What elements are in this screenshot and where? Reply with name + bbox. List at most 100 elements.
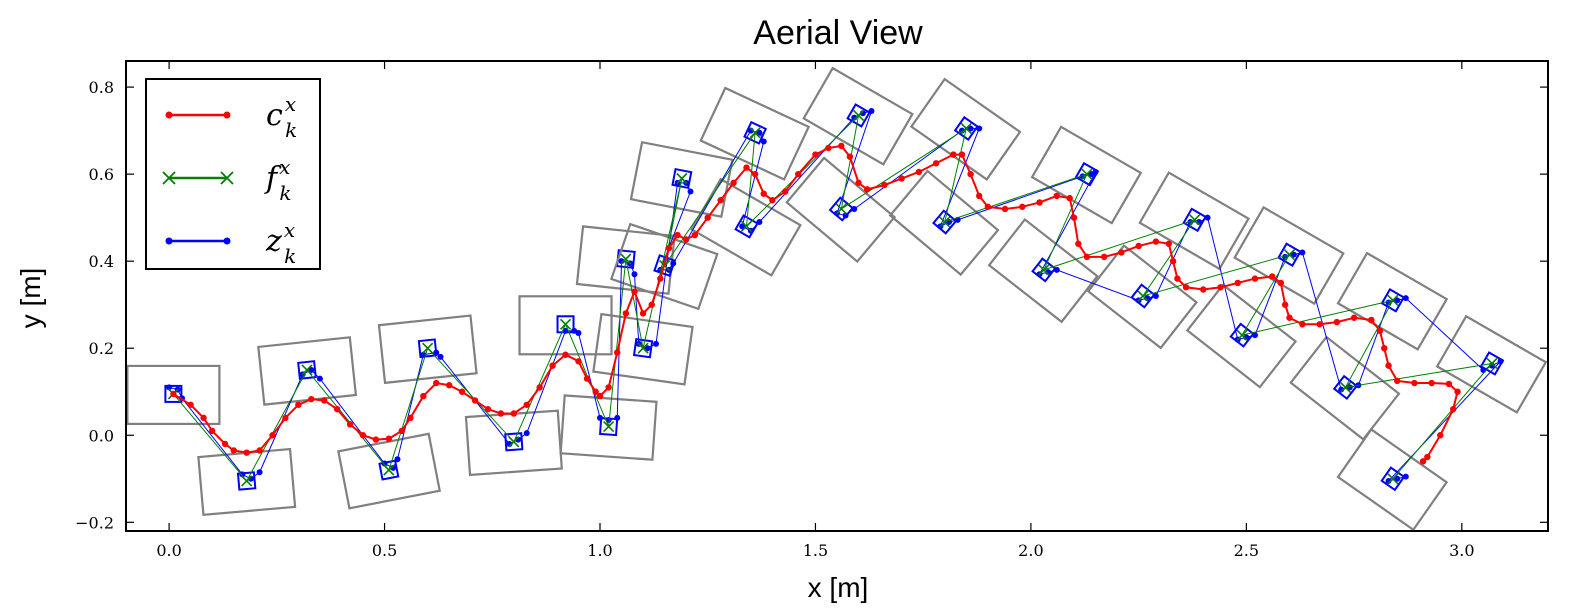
series-0-point-105 (1428, 379, 1435, 387)
series-1-point-23 (1236, 329, 1248, 341)
series-2-point-83 (1402, 473, 1409, 480)
series-2-point-35 (670, 260, 677, 267)
series-2-point-13 (433, 349, 440, 356)
series-1 (167, 109, 1498, 487)
footstep-center-marker (1479, 351, 1505, 376)
series-0-point-70 (984, 203, 992, 210)
footstep-center-marker (1182, 207, 1207, 233)
series-0-point-95 (1299, 321, 1306, 328)
series-0-point-20 (420, 392, 427, 400)
series-0-point-91 (1269, 273, 1276, 280)
series-1-point-17 (939, 216, 951, 228)
series-0-point-99 (1368, 316, 1375, 324)
footstep-9 (592, 312, 694, 386)
footstep-outline (126, 364, 221, 426)
footstep-center-marker (417, 338, 438, 359)
footstep-outline (592, 312, 694, 386)
series-0-point-29 (536, 384, 543, 391)
series-0-point-103 (1393, 377, 1401, 385)
series-2-point-38 (760, 138, 767, 145)
footstep-outline (987, 217, 1099, 324)
series-0-point-81 (1135, 242, 1142, 250)
series-line-1 (173, 113, 1494, 482)
series-line-0 (172, 144, 1459, 463)
series-2-point-44 (868, 108, 875, 115)
series-2-point-22 (605, 417, 612, 424)
series-0-point-51 (751, 170, 759, 178)
series-0-point-25 (484, 405, 492, 413)
plot-area (126, 66, 1548, 531)
series-2-point-50 (976, 125, 983, 132)
x-axis-label: x [m] (808, 572, 869, 603)
footstep-center-marker (846, 103, 871, 128)
footstep-3 (337, 432, 442, 510)
series-0-point-74 (1053, 192, 1060, 200)
x-tick-label-6: 3.0 (1449, 541, 1474, 560)
series-1-point-25 (1339, 381, 1352, 393)
series-2-point-29 (653, 340, 660, 347)
series-0-point-109 (1437, 432, 1444, 439)
series-1-point-6 (559, 318, 572, 330)
series-1-point-8 (620, 253, 632, 265)
series-2-point-73 (1346, 384, 1353, 391)
footstep-center-marker (743, 120, 768, 145)
series-1-point-16 (960, 122, 972, 135)
series-0-point-42 (657, 275, 664, 282)
series-0-point-43 (665, 244, 673, 252)
series-2-point-14 (437, 353, 444, 360)
tick-layer: 0.0 0.5 1.0 1.5 2.0 2.5 3.0 −0.2 0.0 0.2 0.4 0.6 0.8 (75, 61, 1548, 560)
series-2-point-39 (739, 223, 746, 230)
series-1-point-14 (852, 109, 865, 121)
chart-title: Aerial View (753, 14, 923, 52)
series-0-point-64 (915, 168, 923, 176)
series-0-point-46 (691, 231, 698, 239)
series-2-point-21 (597, 414, 603, 421)
y-tick-label-3: 0.4 (89, 252, 114, 271)
series-0-point-10 (295, 401, 302, 408)
series-2-point-49 (967, 125, 974, 132)
series-2-point-28 (644, 345, 651, 352)
series-0-point-71 (1001, 205, 1009, 213)
series-0-point-75 (1066, 194, 1073, 202)
series-0-point-53 (769, 197, 776, 204)
series-0-point-96 (1316, 321, 1323, 328)
footstep-outline (1289, 335, 1401, 441)
series-0-point-36 (605, 384, 612, 391)
series-0-point-101 (1381, 345, 1388, 352)
series-1-point-20 (1189, 214, 1201, 226)
series-0-point-35 (596, 392, 604, 400)
footstep-center-marker (953, 115, 979, 141)
series-0-point-27 (510, 410, 518, 417)
series-0-point-87 (1200, 286, 1207, 293)
x-tick-label-1: 0.5 (372, 541, 397, 560)
series-1-point-26 (1486, 357, 1498, 370)
series-0-point-22 (445, 382, 453, 389)
series-2-point-37 (756, 129, 763, 136)
series-0-point-60 (855, 179, 862, 187)
y-tick-label-5: 0.8 (89, 78, 114, 97)
series-1-point-18 (1081, 168, 1093, 180)
series-2 (166, 108, 1504, 484)
y-axis-label: y [m] (15, 268, 46, 329)
series-2-point-68 (1251, 332, 1258, 339)
series-0-point-94 (1286, 314, 1293, 321)
footstep-outline (888, 169, 1000, 277)
series-2-point-41 (756, 219, 763, 226)
series-0-point-38 (622, 310, 630, 317)
series-0-point-34 (592, 388, 599, 395)
series-2-point-0 (166, 384, 173, 391)
series-0-point-58 (838, 142, 845, 150)
x-tick-label-5: 2.5 (1234, 541, 1259, 560)
series-0-point-59 (846, 153, 854, 160)
series-0-point-107 (1454, 388, 1461, 395)
series-0-point-7 (256, 447, 263, 454)
series-1-point-19 (1038, 264, 1050, 276)
series-1-point-12 (749, 127, 761, 139)
series-2-point-18 (562, 327, 569, 334)
series-1-point-24 (1387, 294, 1399, 306)
series-0-point-24 (471, 397, 479, 404)
series-2-point-71 (1299, 249, 1306, 256)
series-0-point-44 (674, 231, 681, 239)
series-0-point-56 (812, 151, 819, 158)
series-1-point-5 (508, 436, 520, 448)
